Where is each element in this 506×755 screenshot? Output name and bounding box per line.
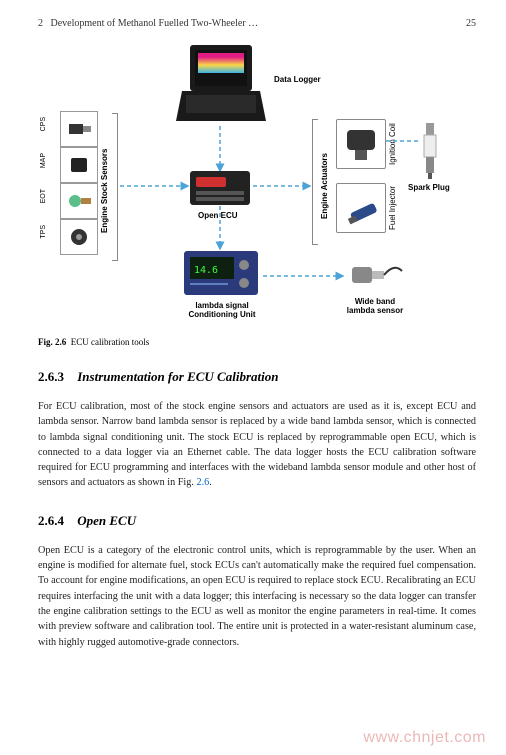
lambda-unit-label: lambda signal Conditioning Unit (176, 301, 268, 319)
watermark: www.chnjet.com (363, 729, 486, 747)
sensor-tag-tps: TPS (40, 225, 56, 239)
sensors-bracket (112, 113, 118, 261)
spark-plug-device (416, 121, 444, 186)
section-body-264: Open ECU is a category of the electronic… (38, 543, 476, 650)
ignition-coil-label: Ignition Coil (388, 119, 397, 169)
header-left: 2 Development of Methanol Fuelled Two-Wh… (38, 18, 258, 29)
section-num-264: 2.6.4 (38, 513, 64, 528)
figref-26: 2.6 (196, 477, 209, 488)
fuel-injector-label: Fuel Injector (388, 183, 397, 233)
open-ecu-device (188, 169, 252, 214)
fuel-injector-icon (337, 184, 385, 232)
section-heading-264: 2.6.4 Open ECU (38, 513, 476, 529)
figure-2-6: Data Logger Open ECU CPS MAP EOT TPS Eng… (38, 41, 476, 329)
figure-caption: Fig. 2.6 ECU calibration tools (38, 337, 476, 347)
section-title-263: Instrumentation for ECU Calibration (77, 369, 278, 384)
sensor-cps (60, 111, 98, 147)
ecu-icon (188, 169, 252, 209)
wideband-label: Wide band lambda sensor (340, 297, 410, 315)
chapter-title: Development of Methanol Fuelled Two-Whee… (51, 18, 259, 29)
sensor-map (60, 147, 98, 183)
sensor-tag-map: MAP (40, 153, 56, 168)
chapter-num: 2 (38, 18, 43, 29)
ignition-coil-box (336, 119, 386, 169)
map-icon (65, 154, 93, 176)
spark-plug-icon (416, 121, 444, 181)
spark-plug-label: Spark Plug (408, 183, 450, 192)
page-header: 2 Development of Methanol Fuelled Two-Wh… (38, 18, 476, 29)
wideband-icon (344, 253, 404, 297)
engine-sensors-label: Engine Stock Sensors (100, 131, 109, 251)
tps-icon (65, 226, 93, 248)
section-body-263: For ECU calibration, most of the stock e… (38, 399, 476, 491)
body-263-pre: For ECU calibration, most of the stock e… (38, 401, 476, 488)
data-logger-device (176, 43, 266, 130)
lambda-conditioning-unit: 14.6 (182, 249, 260, 304)
sensor-eot (60, 183, 98, 219)
engine-sensors-group: CPS MAP EOT TPS (38, 111, 100, 255)
sensor-tag-eot: EOT (40, 189, 56, 203)
fuel-injector-box (336, 183, 386, 233)
page-number: 25 (466, 18, 476, 29)
cps-icon (65, 118, 93, 140)
figure-caption-label: Fig. 2.6 (38, 337, 66, 347)
section-title-264: Open ECU (77, 513, 136, 528)
ignition-coil-icon (337, 120, 385, 168)
body-263-post: . (209, 477, 212, 488)
figure-caption-text: ECU calibration tools (71, 337, 150, 347)
section-heading-263: 2.6.3 Instrumentation for ECU Calibratio… (38, 369, 476, 385)
svg-text:14.6: 14.6 (194, 265, 218, 276)
lambda-unit-icon: 14.6 (182, 249, 260, 299)
actuators-bracket (312, 119, 318, 245)
engine-actuators-label: Engine Actuators (320, 136, 329, 236)
section-num-263: 2.6.3 (38, 369, 64, 384)
wideband-sensor (344, 253, 404, 302)
open-ecu-label: Open ECU (198, 211, 238, 220)
eot-icon (65, 190, 93, 212)
laptop-icon (176, 43, 266, 125)
sensor-tag-cps: CPS (40, 117, 56, 131)
data-logger-label: Data Logger (274, 75, 321, 84)
sensor-tps (60, 219, 98, 255)
